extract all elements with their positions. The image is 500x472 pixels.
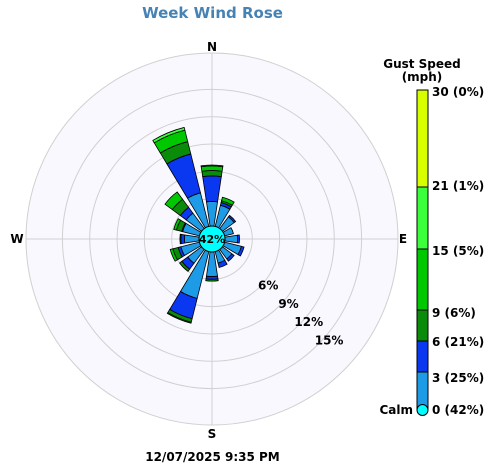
chart-title: Week Wind Rose	[142, 4, 283, 22]
legend-title-line2: (mph)	[402, 70, 443, 84]
direction-label-n: N	[207, 40, 217, 54]
petal-segment	[166, 312, 192, 324]
legend-title-line1: Gust Speed	[383, 57, 461, 71]
calm-circle-group: 42%	[198, 225, 226, 253]
radial-tick-label: 6%	[258, 279, 278, 293]
petal-segment	[180, 233, 186, 245]
petal-segment	[179, 233, 182, 245]
petal-segment	[217, 259, 228, 269]
legend-color-bar	[416, 89, 429, 416]
legend-swatch	[416, 89, 429, 188]
legend-calm-marker	[416, 404, 429, 416]
legend-bin-label: 9 (6%)	[432, 306, 476, 320]
radial-tick-label: 9%	[278, 297, 298, 311]
legend-bin-label: 3 (25%)	[432, 371, 484, 385]
petal-segment	[179, 260, 191, 272]
direction-labels: N E S W	[10, 40, 407, 441]
radial-tick-labels: 6%9% 12% 15%	[258, 279, 343, 348]
petal-se	[219, 246, 235, 262]
petal-nw	[164, 191, 205, 232]
petal-segment	[237, 245, 245, 257]
direction-bars	[152, 126, 245, 324]
legend-bin-label: 0 (42%)	[432, 403, 484, 417]
petal-segment	[152, 126, 186, 144]
legend-bin-label: 15 (5%)	[432, 244, 484, 258]
legend-swatch	[416, 340, 429, 373]
petal-segment	[227, 214, 237, 224]
calm-percent-label: 42%	[199, 233, 225, 246]
timestamp: 12/07/2025 9:35 PM	[145, 450, 280, 464]
petal-segment	[173, 218, 182, 231]
direction-label-w: W	[10, 232, 23, 246]
petal-segment	[226, 253, 235, 262]
petal-segment	[202, 175, 222, 203]
petal-segment	[237, 234, 240, 244]
petal-segment	[164, 191, 184, 211]
radial-tick-label: 15%	[315, 333, 344, 347]
radial-tick-label: 12%	[294, 315, 323, 329]
legend-bin-label: 21 (1%)	[432, 179, 484, 193]
legend-swatch	[416, 309, 429, 342]
petal-nne	[214, 196, 235, 229]
gust-speed-legend: Gust Speed (mph) Calm 0 (42%) 3 (25%) 6 (21…	[379, 57, 484, 417]
petal-ssw	[166, 249, 210, 324]
direction-label-e: E	[399, 232, 407, 246]
petal-n	[200, 164, 224, 227]
petal-segment	[200, 164, 224, 168]
legend-bin-label: 30 (0%)	[432, 85, 484, 99]
petal-ese	[222, 241, 245, 257]
petal-sw	[179, 246, 205, 272]
direction-label-s: S	[208, 427, 217, 441]
legend-bin-label: 6 (21%)	[432, 335, 484, 349]
petal-wsw	[169, 241, 202, 262]
legend-calm-label: Calm	[379, 403, 413, 417]
legend-swatch	[416, 186, 429, 250]
petal-segment	[201, 170, 223, 178]
petal-segment	[169, 248, 178, 262]
legend-swatch	[416, 248, 429, 311]
petal-ne	[219, 214, 237, 232]
legend-labels: Calm 0 (42%) 3 (25%) 6 (21%) 9 (6%) 15 (5%) 21…	[379, 85, 484, 417]
petal-w	[179, 233, 200, 245]
petal-segment	[221, 196, 235, 206]
petal-segment	[205, 278, 219, 282]
calm-circle	[198, 225, 226, 253]
petal-nnw	[152, 126, 210, 229]
petal-segment	[200, 165, 224, 172]
